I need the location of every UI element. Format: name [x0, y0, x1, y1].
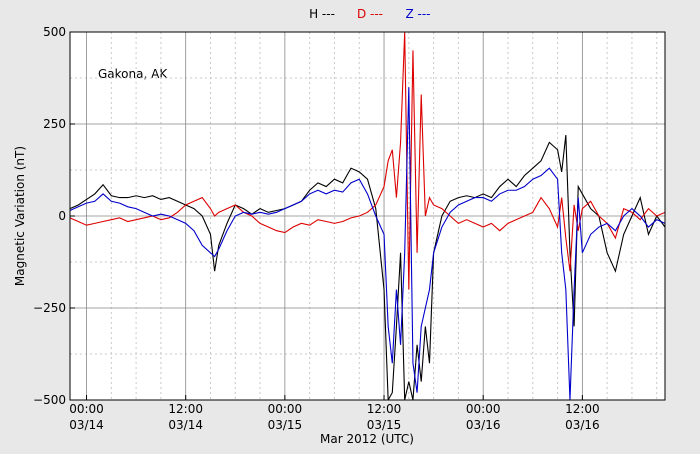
legend-entry: Z ---	[405, 7, 430, 21]
x-tick-label: 03/16	[466, 418, 501, 432]
plot-lines	[70, 32, 665, 400]
data-line	[70, 87, 665, 400]
x-tick-label: 03/15	[367, 418, 402, 432]
x-tick-label: 00:00	[268, 402, 303, 416]
y-tick-label: 500	[43, 25, 66, 39]
y-axis-label: Magnetic Variation (nT)	[13, 146, 27, 286]
data-line	[70, 134, 665, 400]
y-tick-label: −500	[33, 393, 66, 407]
annotation: Gakona, AK	[98, 67, 168, 81]
y-tick-label: −250	[33, 301, 66, 315]
legend-entry: H ---	[309, 7, 335, 21]
y-tick-label: 0	[58, 209, 66, 223]
y-tick-label: 250	[43, 117, 66, 131]
x-tick-label: 00:00	[69, 402, 104, 416]
data-line	[70, 32, 665, 290]
x-tick-label: 12:00	[565, 402, 600, 416]
plot-frame	[69, 31, 666, 401]
x-tick-label: 12:00	[367, 402, 402, 416]
x-tick-label: 03/15	[268, 418, 303, 432]
x-tick-label: 00:00	[466, 402, 501, 416]
x-tick-label: 03/14	[69, 418, 104, 432]
x-tick-label: 03/16	[565, 418, 600, 432]
x-axis-label: Mar 2012 (UTC)	[320, 432, 414, 446]
x-tick-label: 03/14	[168, 418, 203, 432]
x-tick-label: 12:00	[168, 402, 203, 416]
legend-entry: D ---	[357, 7, 383, 21]
